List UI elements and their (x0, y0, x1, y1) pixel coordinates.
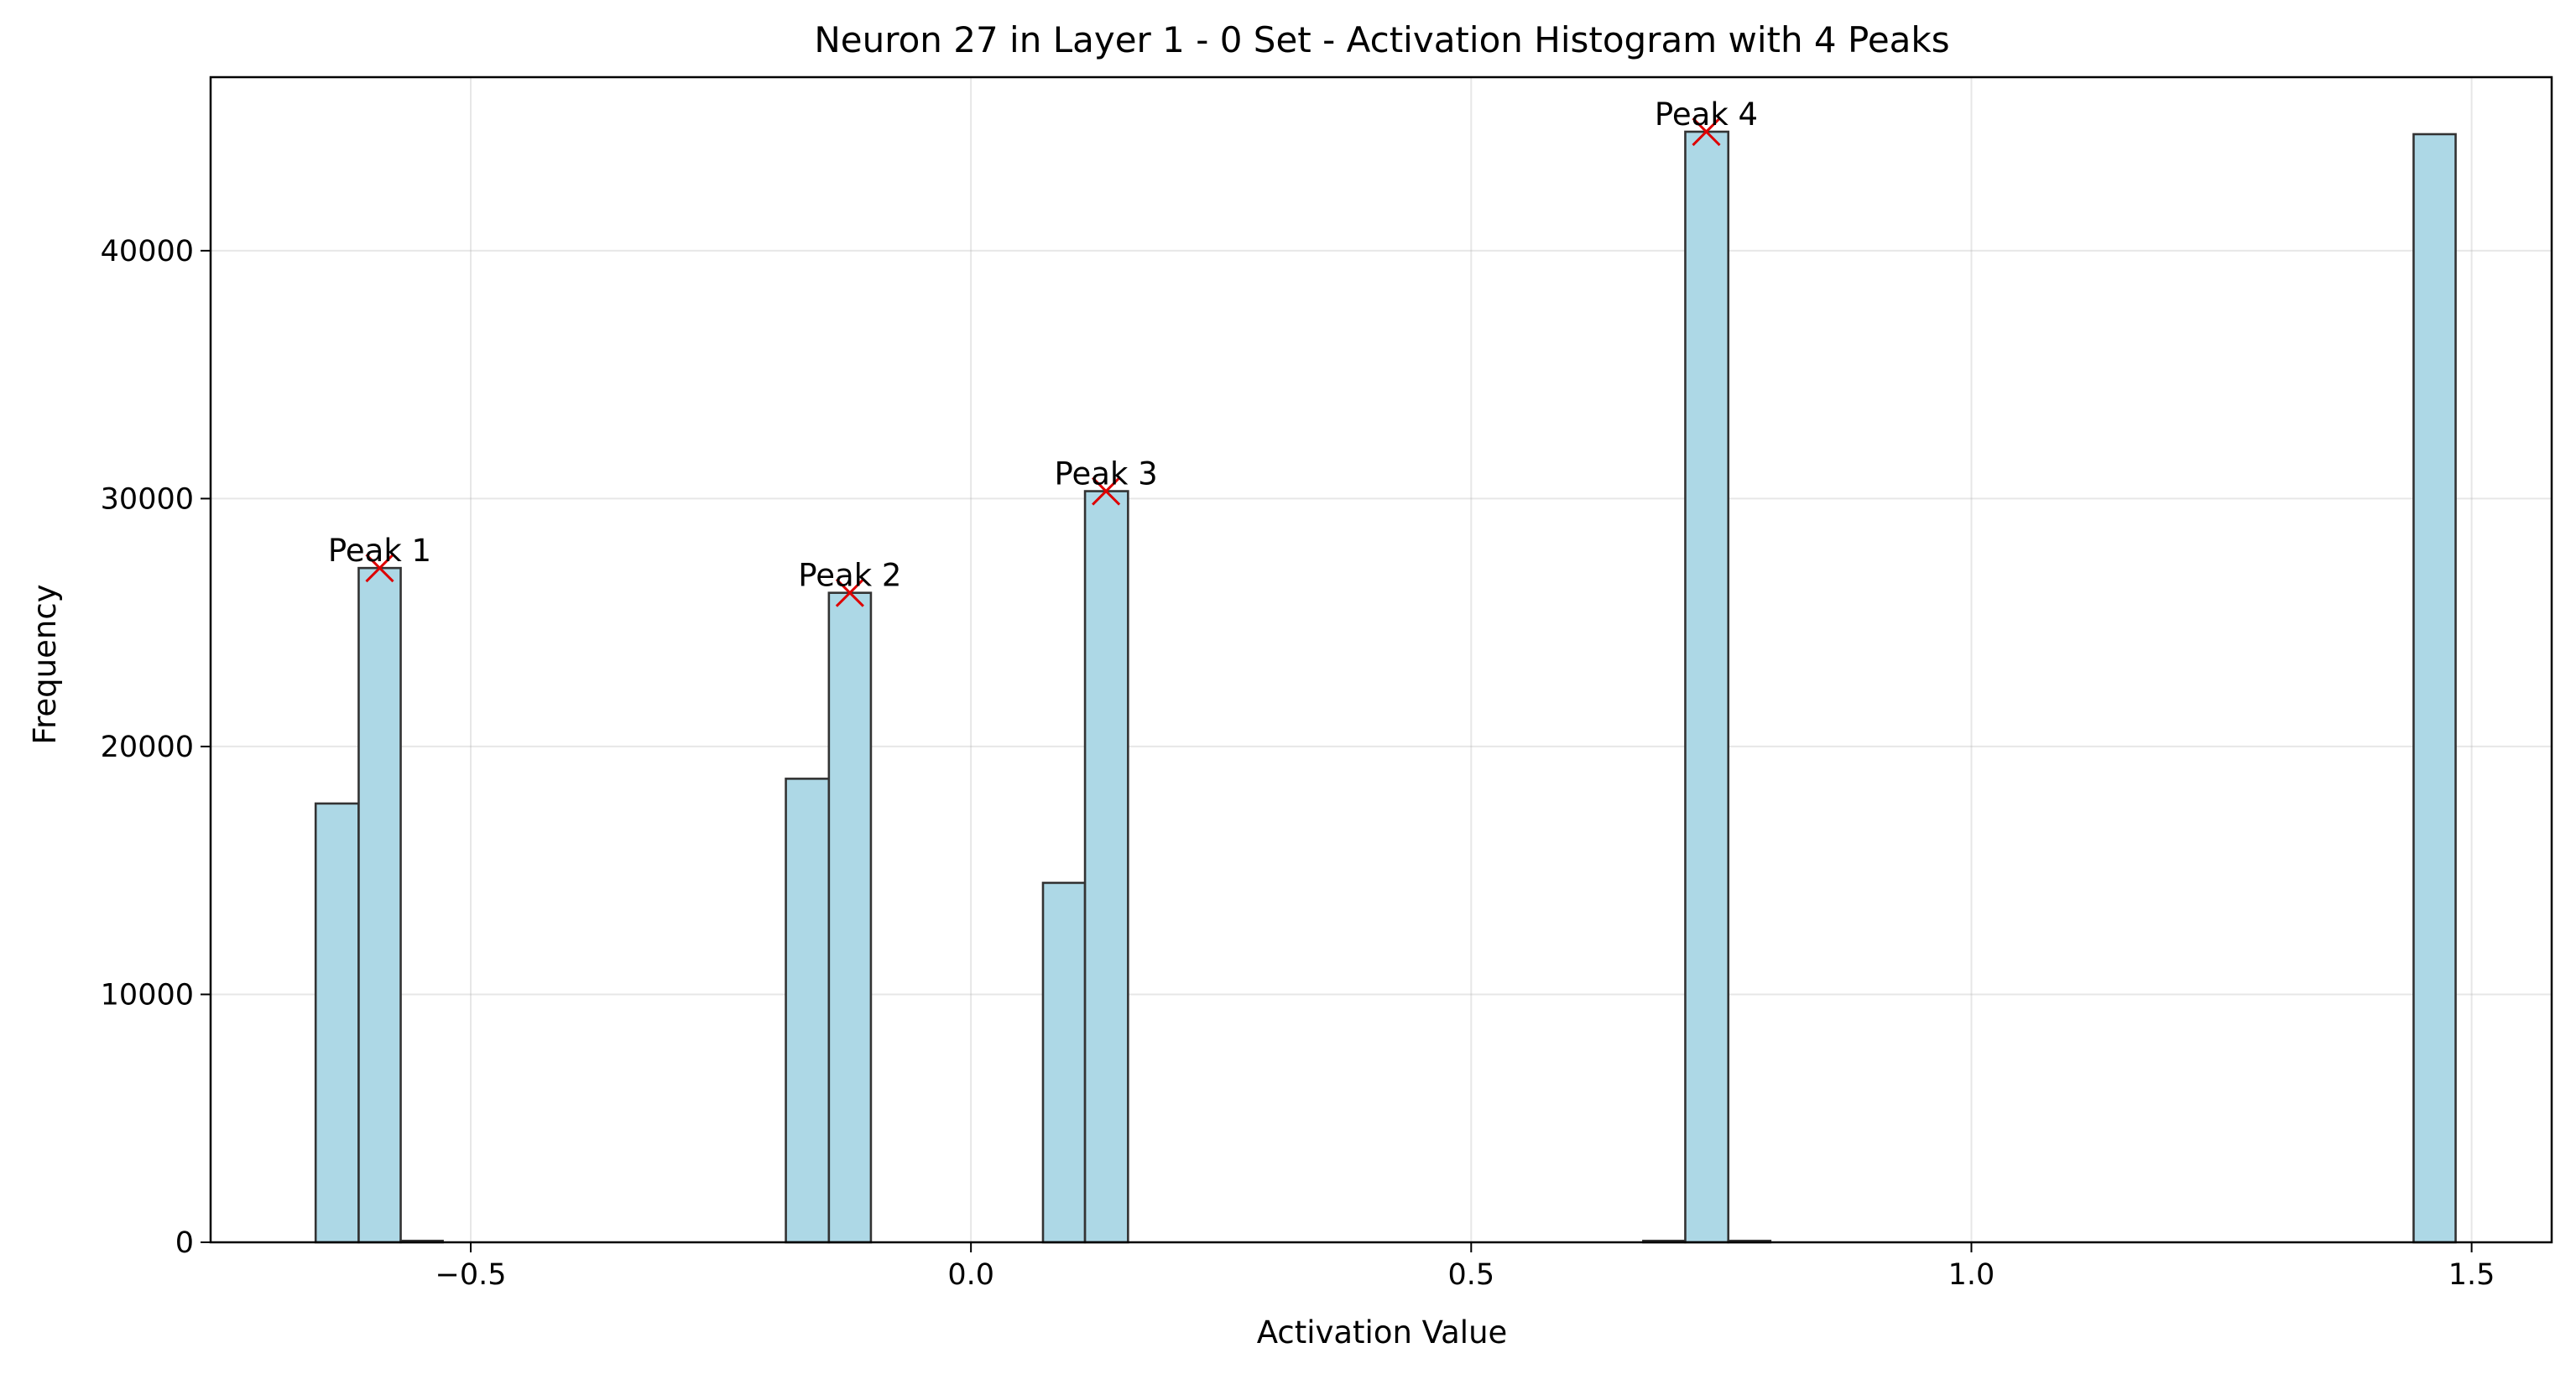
chart-title: Neuron 27 in Layer 1 - 0 Set - Activatio… (814, 19, 1949, 60)
peak-markers: Peak 1 Peak 2 Peak 3 Peak 4 (328, 96, 1758, 607)
peak-label: Peak 1 (328, 533, 431, 569)
peak-label: Peak 3 (1055, 456, 1158, 492)
histogram-bar (827, 591, 873, 1244)
x-tick-label: 1.5 (2448, 1258, 2495, 1292)
x-tick-label: 1.0 (1948, 1258, 1995, 1292)
histogram-bar (1041, 882, 1087, 1244)
plot-area-frame (209, 75, 2553, 1244)
histogram-bar (785, 778, 831, 1244)
histogram-bars (314, 130, 2457, 1244)
peak-label: Peak 4 (1655, 96, 1758, 133)
histogram-bar (357, 566, 402, 1244)
x-tick-label: 0.5 (1447, 1258, 1494, 1292)
y-axis-ticks: 0 10000 20000 30000 40000 (101, 235, 211, 1260)
histogram-bar (1083, 490, 1129, 1244)
y-tick-label: 40000 (101, 235, 194, 268)
peak-marker (1692, 117, 1721, 147)
peak-label: Peak 2 (798, 558, 901, 594)
x-tick-label: 0.0 (947, 1258, 994, 1292)
x-axis-ticks: −0.5 0.0 0.5 1.0 1.5 (435, 1242, 2495, 1292)
y-tick-label: 30000 (101, 482, 194, 516)
peak-marker (365, 554, 394, 583)
histogram-bar (2412, 133, 2457, 1244)
y-axis-label: Frequency (27, 584, 63, 744)
y-tick-label: 0 (175, 1226, 194, 1260)
x-tick-label: −0.5 (435, 1258, 507, 1292)
y-tick-label: 10000 (101, 978, 194, 1012)
histogram-bar (314, 802, 360, 1244)
histogram-bar (1684, 130, 1730, 1244)
peak-marker (1092, 476, 1121, 506)
peak-marker (835, 578, 864, 607)
y-tick-label: 20000 (101, 731, 194, 764)
x-axis-label: Activation Value (1257, 1314, 1508, 1351)
